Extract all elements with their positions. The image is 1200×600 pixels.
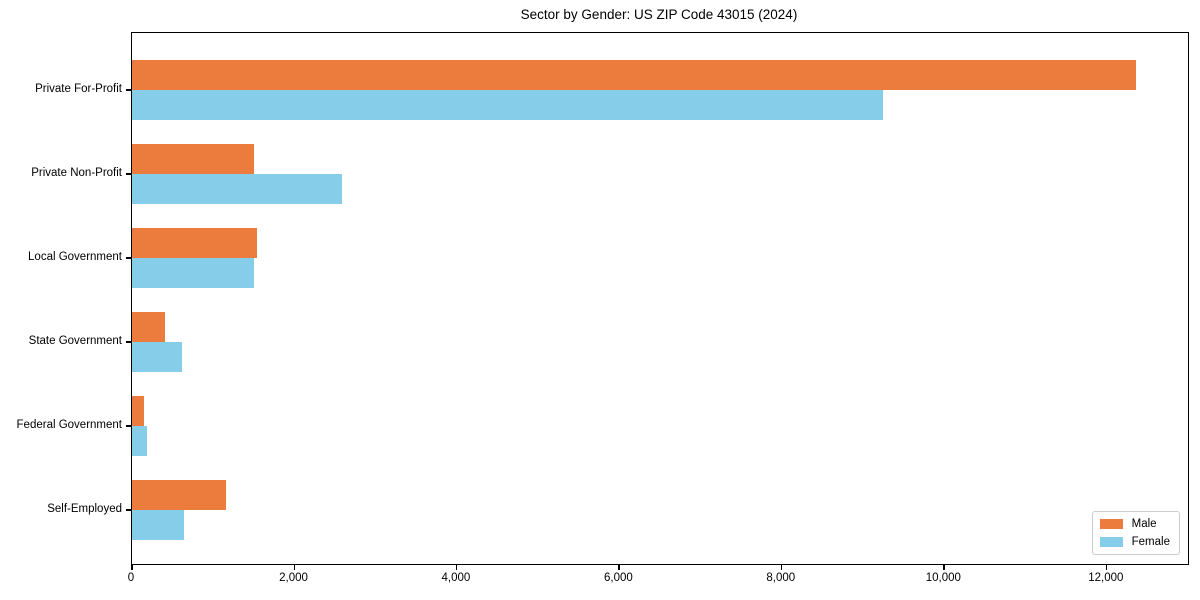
x-tick-mark-6-000 <box>618 565 620 570</box>
x-tick-label-0: 0 <box>127 572 135 584</box>
bar-female-state-government <box>132 342 183 372</box>
x-tick-mark-8-000 <box>780 565 783 570</box>
y-tick-label-federal-government: Federal Government <box>16 419 122 431</box>
bar-male-private-for-profit <box>132 60 1136 90</box>
x-tick-mark-12-000 <box>1105 565 1108 570</box>
legend-swatch-female <box>1099 537 1123 547</box>
bar-male-federal-government <box>132 396 145 426</box>
legend: Male Female <box>1091 511 1180 555</box>
y-tick-mark-local-government <box>126 257 131 259</box>
plot-area: Male Female <box>131 32 1189 565</box>
y-tick-mark-self-employed <box>126 509 131 511</box>
x-tick-label-4-000: 4,000 <box>441 572 471 584</box>
x-tick-label-10-000: 10,000 <box>925 572 961 584</box>
y-tick-label-private-non-profit: Private Non-Profit <box>31 167 122 179</box>
y-tick-mark-state-government <box>126 341 131 343</box>
bar-female-private-non-profit <box>132 174 342 204</box>
x-tick-mark-10-000 <box>943 565 945 570</box>
bar-male-state-government <box>132 312 165 342</box>
y-tick-mark-private-non-profit <box>126 173 131 175</box>
x-tick-label-12-000: 12,000 <box>1088 572 1124 584</box>
chart-title: Sector by Gender: US ZIP Code 43015 (202… <box>520 7 798 22</box>
y-tick-label-private-for-profit: Private For-Profit <box>35 83 122 95</box>
x-tick-label-6-000: 6,000 <box>604 572 633 584</box>
y-tick-label-state-government: State Government <box>28 335 122 347</box>
legend-label-female: Female <box>1131 536 1170 548</box>
x-tick-mark-2-000 <box>293 565 295 570</box>
bar-female-self-employed <box>132 510 185 540</box>
bar-female-federal-government <box>132 426 147 456</box>
x-tick-label-2-000: 2,000 <box>279 572 308 584</box>
x-tick-label-8-000: 8,000 <box>766 572 796 584</box>
x-tick-mark-4-000 <box>455 565 458 570</box>
y-tick-label-self-employed: Self-Employed <box>47 503 122 515</box>
y-tick-mark-federal-government <box>126 425 131 427</box>
legend-entry-male: Male <box>1099 518 1170 530</box>
legend-entry-female: Female <box>1099 536 1170 548</box>
bar-female-private-for-profit <box>132 90 884 120</box>
bar-male-self-employed <box>132 480 227 510</box>
bar-female-local-government <box>132 258 254 288</box>
legend-label-male: Male <box>1131 518 1157 530</box>
legend-swatch-male <box>1099 519 1123 529</box>
x-tick-mark-0 <box>131 565 133 570</box>
bar-male-local-government <box>132 228 258 258</box>
y-tick-mark-private-for-profit <box>126 89 131 91</box>
bar-male-private-non-profit <box>132 144 254 174</box>
y-tick-label-local-government: Local Government <box>28 251 122 263</box>
